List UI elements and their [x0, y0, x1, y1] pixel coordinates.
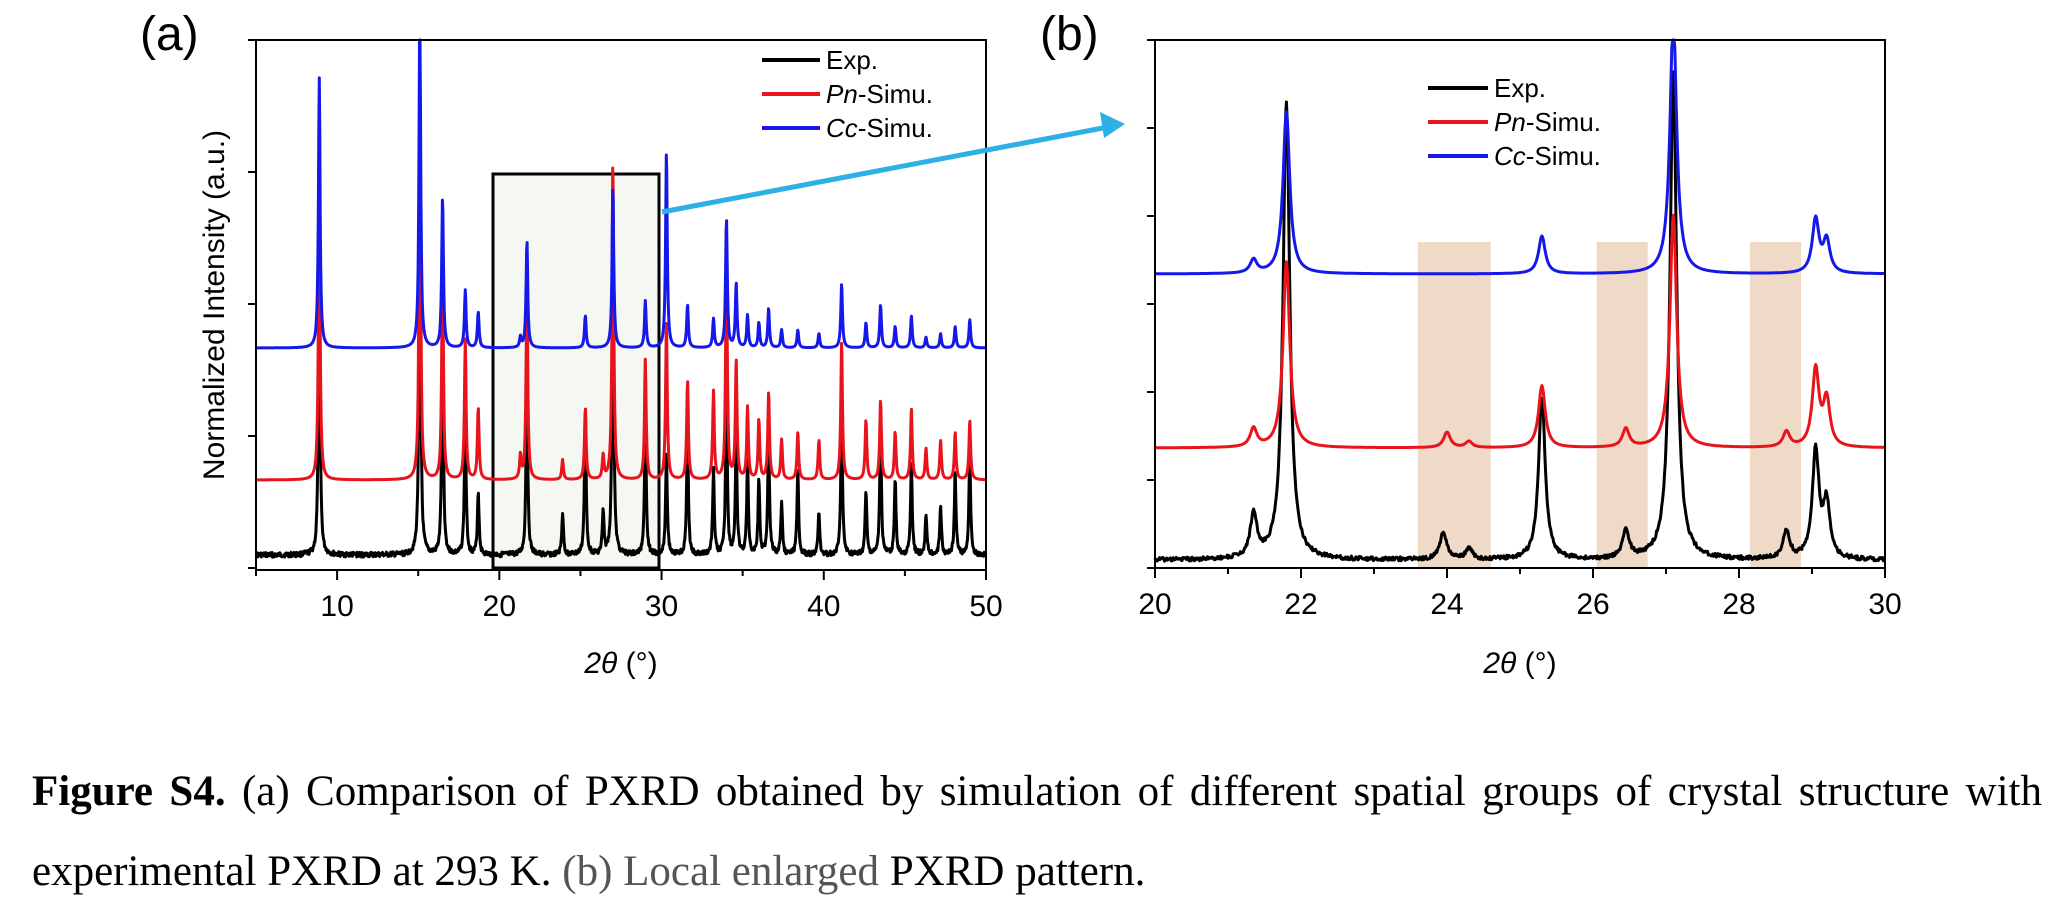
- legend-label-text: -Simu.: [1526, 107, 1601, 137]
- panel-a-xlabel-var: 2θ: [583, 647, 618, 680]
- caption-figure-label: Figure S4.: [32, 768, 226, 815]
- caption-part-a: (a) Comparison of PXRD obtained by simul…: [32, 768, 2043, 895]
- panel-a-zoom-box: [491, 172, 661, 570]
- x-tick-label-4: 28: [1722, 588, 1755, 621]
- caption-end: PXRD pattern.: [879, 848, 1146, 895]
- zoom-arrow: [661, 124, 1109, 215]
- panel-b-label: (b): [1040, 8, 1099, 61]
- legend-label-text: -Simu.: [1526, 141, 1601, 171]
- panel-a-legend: Exp.Pn-Simu.Cc-Simu.: [762, 45, 933, 143]
- x-tick-label-1: 22: [1284, 588, 1317, 621]
- panel-a-xlabel-unit: (°): [617, 647, 657, 680]
- panel-b: (b) 20 22 24 26 28 30 2θ (°) Exp.Pn-Simu.Cc-S…: [1040, 8, 1902, 680]
- panel-b-legend: Exp.Pn-Simu.Cc-Simu.: [1428, 73, 1601, 171]
- panel-a: (a) 10 20 30 40 50 Normalized Intensity (a.u…: [140, 8, 1003, 680]
- figure: (a) 10 20 30 40 50 Normalized Intensity (a.u…: [140, 8, 1902, 680]
- legend-label-1: Pn-Simu.: [826, 79, 933, 109]
- figure-caption: Figure S4. (a) Comparison of PXRD obtain…: [32, 752, 2042, 912]
- legend-label-italic: Cc: [826, 113, 858, 143]
- caption-part-b: (b) Local enlarged: [562, 848, 880, 895]
- legend-label-italic: Pn: [1494, 107, 1526, 137]
- panel-a-label: (a): [140, 8, 199, 61]
- legend-label-1: Pn-Simu.: [1494, 107, 1601, 137]
- x-tick-label-2: 24: [1430, 588, 1463, 621]
- legend-label-2: Cc-Simu.: [1494, 141, 1601, 171]
- legend-label-0: Exp.: [1494, 73, 1546, 103]
- legend-label-italic: Pn: [826, 79, 858, 109]
- highlight-band-2: [1749, 242, 1802, 568]
- series-line-1: [1154, 213, 1886, 450]
- legend-label-italic: Cc: [1494, 141, 1526, 171]
- x-tick-label-0: 10: [320, 590, 353, 623]
- series-line-0: [255, 163, 988, 559]
- legend-label-text: -Simu.: [858, 79, 933, 109]
- panel-b-xlabel-unit: (°): [1516, 647, 1556, 680]
- series-line-2: [1154, 38, 1886, 276]
- legend-label-0: Exp.: [826, 45, 878, 75]
- highlight-band-1: [1596, 242, 1648, 568]
- legend-label-text: -Simu.: [858, 113, 933, 143]
- x-tick-label-0: 20: [1138, 588, 1171, 621]
- panel-b-xlabel: 2θ (°): [1482, 647, 1556, 680]
- legend-label-text: Exp.: [826, 45, 878, 75]
- series-line-0: [1153, 70, 1886, 563]
- highlight-band-0: [1417, 242, 1491, 568]
- panel-a-xlabel: 2θ (°): [583, 647, 657, 680]
- panel-b-xlabel-var: 2θ: [1482, 647, 1517, 680]
- panel-a-ylabel: Normalized Intensity (a.u.): [198, 130, 231, 480]
- x-tick-label-3: 40: [807, 590, 840, 623]
- legend-label-text: Exp.: [1494, 73, 1546, 103]
- x-tick-label-4: 50: [969, 590, 1002, 623]
- zoom-arrow-head: [1100, 112, 1125, 138]
- legend-label-2: Cc-Simu.: [826, 113, 933, 143]
- x-tick-label-1: 20: [483, 590, 516, 623]
- x-tick-label-2: 30: [645, 590, 678, 623]
- x-tick-label-5: 30: [1868, 588, 1901, 621]
- series-line-2: [255, 38, 987, 350]
- series-line-1: [255, 108, 987, 482]
- x-tick-label-3: 26: [1576, 588, 1609, 621]
